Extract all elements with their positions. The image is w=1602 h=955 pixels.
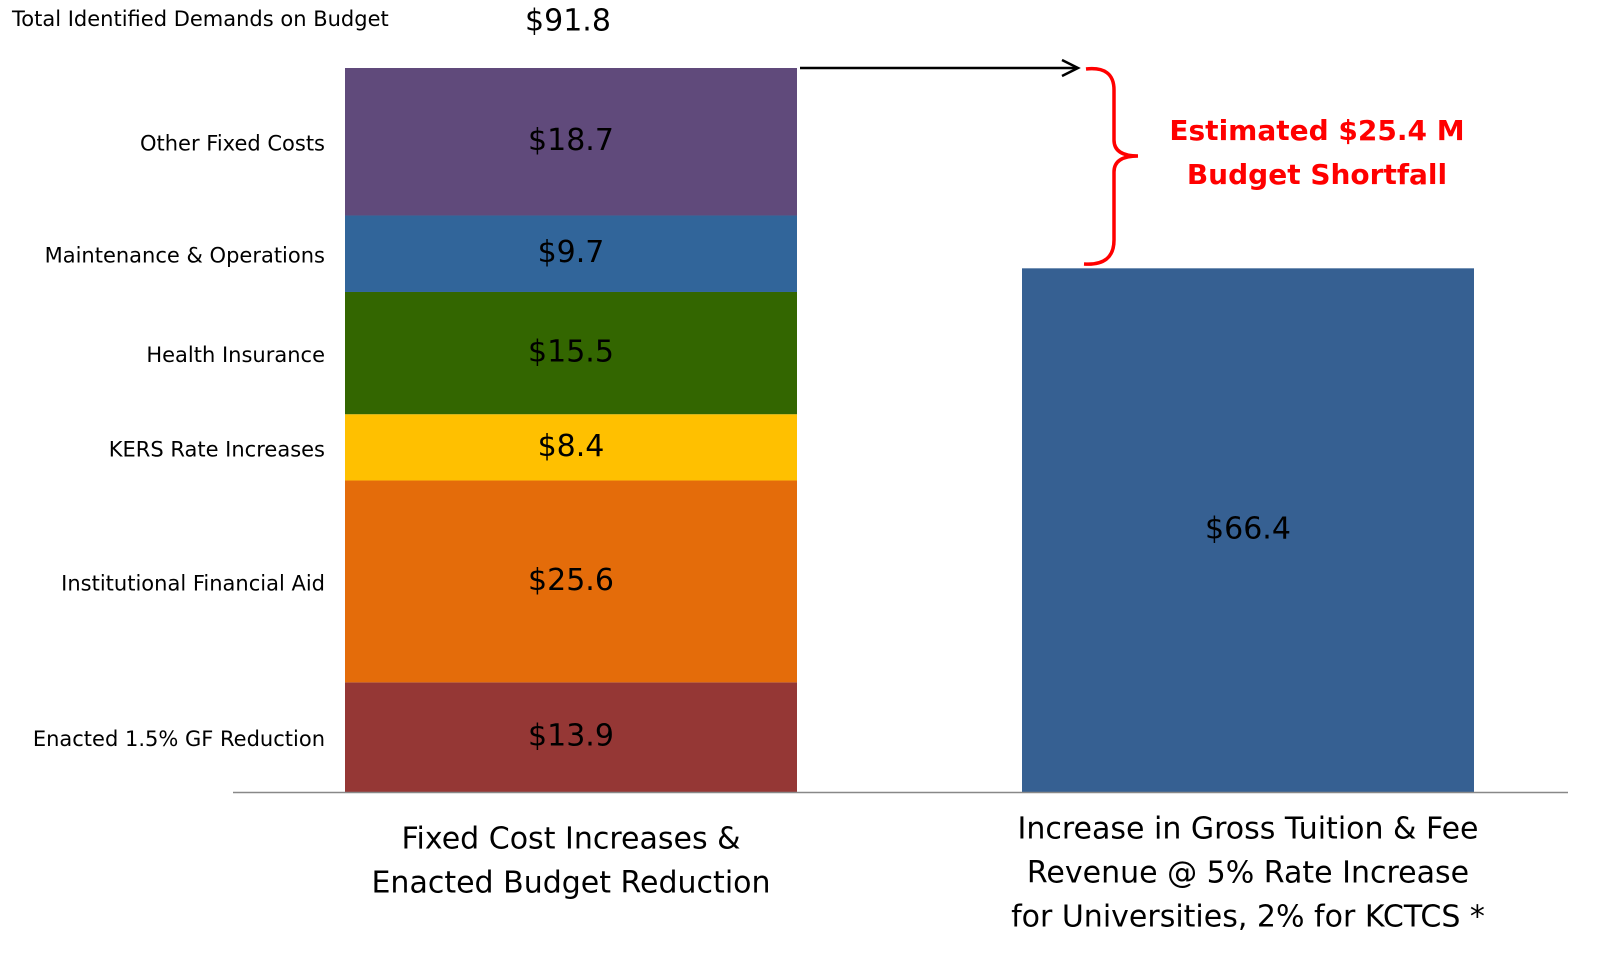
bar-segment: [345, 682, 797, 792]
category-label: for Universities, 2% for KCTCS *: [1011, 900, 1485, 935]
brace: [1083, 66, 1139, 266]
annotation: Estimated $25.4 M: [1169, 114, 1464, 147]
segment-label: Enacted 1.5% GF Reduction: [33, 727, 325, 751]
segment-label: KERS Rate Increases: [109, 437, 325, 461]
total-label: Total Identified Demands on Budget: [11, 7, 389, 31]
value-label: $66.4: [1205, 512, 1291, 547]
value-label: $15.5: [528, 335, 614, 370]
category-label: Fixed Cost Increases &: [401, 822, 740, 857]
bar-segment: [1022, 268, 1474, 792]
arrow-head: [1061, 58, 1081, 78]
category-label: Increase in Gross Tuition & Fee: [1017, 812, 1478, 847]
bar-segment: [345, 414, 797, 481]
bar-segment: [345, 215, 797, 292]
bar-segment: [345, 291, 797, 415]
segment-label: Maintenance & Operations: [45, 244, 325, 268]
value-label: $8.4: [538, 429, 605, 464]
value-label: $18.7: [528, 123, 614, 158]
bar-segment: [345, 480, 797, 683]
value-label: $25.6: [528, 563, 614, 598]
value-label: $13.9: [528, 719, 614, 754]
total-value: $91.8: [525, 4, 611, 39]
annotation: Budget Shortfall: [1187, 158, 1447, 191]
category-label: Revenue @ 5% Rate Increase: [1027, 856, 1469, 891]
segment-label: Health Insurance: [146, 343, 325, 367]
bar-segment: [345, 68, 797, 216]
category-label: Enacted Budget Reduction: [371, 866, 770, 901]
segment-label: Other Fixed Costs: [140, 132, 325, 156]
segment-label: Institutional Financial Aid: [61, 571, 325, 595]
value-label: $9.7: [538, 235, 605, 270]
